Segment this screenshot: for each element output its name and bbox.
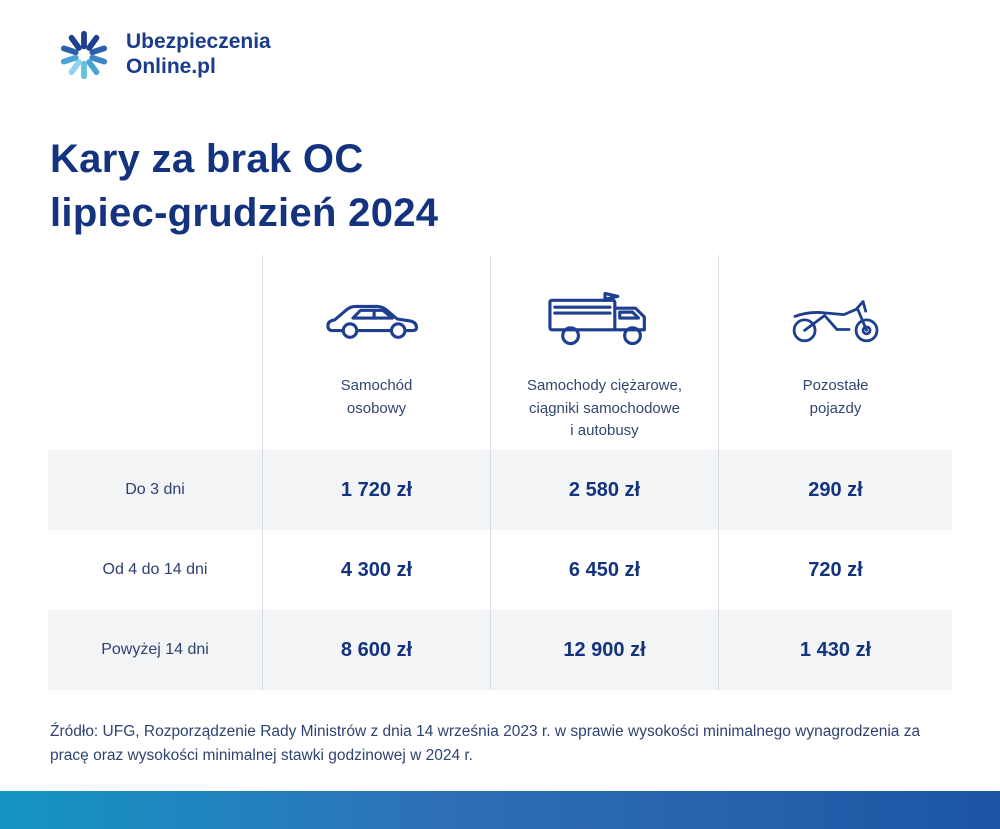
source-note: Źródło: UFG, Rozporządzenie Rady Ministr… (50, 723, 921, 765)
car-icon (324, 269, 430, 369)
value-cell: 1 430 zł (718, 610, 952, 690)
value-cell: 4 300 zł (262, 530, 490, 610)
page-title-line2: lipiec-grudzień 2024 (50, 191, 439, 235)
logo: Ubezpieczenia Online.pl (55, 26, 271, 84)
value-cell: 6 450 zł (490, 530, 718, 610)
motorcycle-icon (788, 269, 884, 369)
page-title-line1: Kary za brak OC (50, 137, 364, 181)
value-cell: 12 900 zł (490, 610, 718, 690)
row-label-cell: Do 3 dni (125, 481, 185, 498)
logo-text: Ubezpieczenia Online.pl (126, 30, 271, 80)
row-label-cell: Od 4 do 14 dni (102, 561, 208, 578)
penalty-table: Samochód osobowy Samochody ciężar (48, 255, 952, 690)
table-header-row: Samochód osobowy Samochody ciężar (48, 255, 952, 450)
value-cell: 2 580 zł (490, 450, 718, 530)
value-cell: 1 720 zł (262, 450, 490, 530)
value-cell: 8 600 zł (262, 610, 490, 690)
value-cell: 720 zł (718, 530, 952, 610)
column-label-truck: Samochody ciężarowe, ciągniki samochodow… (526, 377, 683, 439)
logo-text-line1: Ubezpieczenia (126, 30, 271, 54)
value-cell: 290 zł (718, 450, 952, 530)
bottom-gradient-bar (0, 791, 1000, 829)
column-label-motorcycle: Pozostałe pojazdy (802, 377, 869, 417)
table-row-powyzej-14-dni: Powyżej 14 dni 8 600 zł 12 900 zł 1 430 … (48, 610, 952, 690)
table-row-do-3-dni: Do 3 dni 1 720 zł 2 580 zł 290 zł (48, 450, 952, 530)
truck-icon (546, 269, 664, 369)
column-header-motorcycle: Pozostałe pojazdy (718, 255, 952, 450)
logo-spiral-icon (60, 30, 108, 80)
page-title: Kary za brak OC lipiec-grudzień 2024 (50, 132, 438, 240)
logo-text-line2: Online.pl (126, 55, 216, 78)
column-header-truck: Samochody ciężarowe, ciągniki samochodow… (490, 255, 718, 450)
column-label-car: Samochód osobowy (340, 377, 413, 417)
table-row-od-4-do-14-dni: Od 4 do 14 dni 4 300 zł 6 450 zł 720 zł (48, 530, 952, 610)
column-header-car: Samochód osobowy (262, 255, 490, 450)
row-label-cell: Powyżej 14 dni (101, 641, 209, 658)
header-empty-cell (48, 255, 262, 450)
